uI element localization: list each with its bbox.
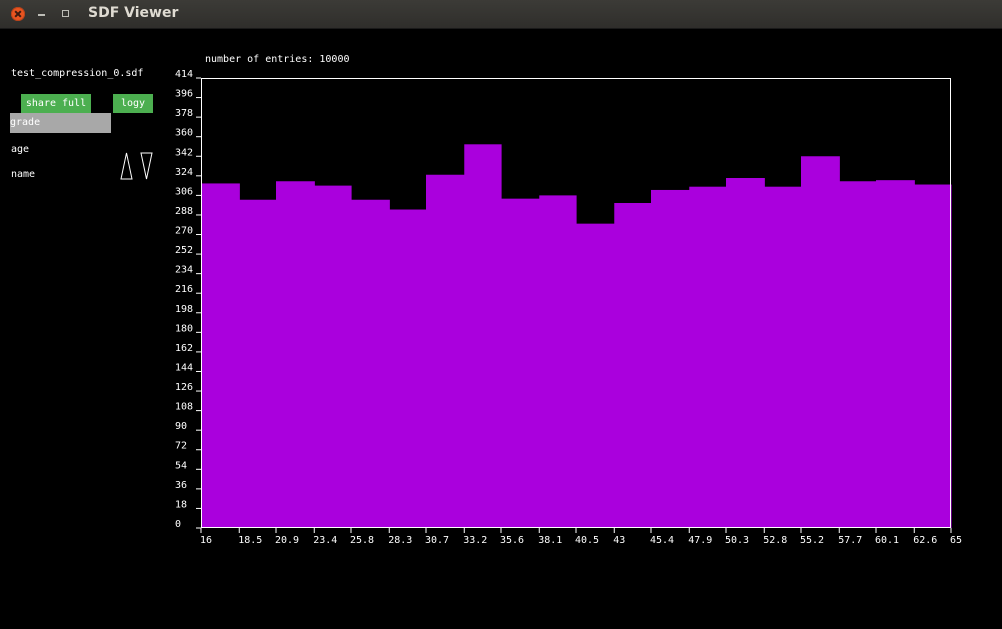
x-tick-label: 60.1 xyxy=(875,535,899,546)
y-tick-label: 360 xyxy=(175,128,193,139)
y-tick-label: 252 xyxy=(175,245,193,256)
x-tick-label: 57.7 xyxy=(838,535,862,546)
x-tick-label: 43 xyxy=(613,535,625,546)
logy-button[interactable]: logy xyxy=(113,94,153,113)
x-tick-label: 50.3 xyxy=(725,535,749,546)
y-tick-label: 0 xyxy=(175,519,181,530)
field-item-grade[interactable]: grade xyxy=(10,113,111,133)
y-tick-label: 72 xyxy=(175,441,187,452)
histogram-bar xyxy=(276,181,315,528)
x-tick-label: 33.2 xyxy=(463,535,487,546)
y-tick-label: 270 xyxy=(175,226,193,237)
close-icon[interactable] xyxy=(11,7,25,21)
y-tick-label: 378 xyxy=(175,108,193,119)
x-tick-label: 28.3 xyxy=(388,535,412,546)
field-label: grade xyxy=(10,117,41,128)
y-tick-label: 288 xyxy=(175,206,193,217)
histogram-bar xyxy=(389,209,427,529)
field-label: age xyxy=(11,144,30,155)
field-label: name xyxy=(11,169,36,180)
y-tick-label: 216 xyxy=(175,284,193,295)
histogram-bar xyxy=(614,203,652,528)
y-tick-label: 36 xyxy=(175,480,187,491)
maximize-icon[interactable] xyxy=(62,10,69,17)
y-tick-label: 162 xyxy=(175,343,193,354)
histogram-bar xyxy=(201,183,240,528)
histogram-bar xyxy=(839,181,877,528)
histogram-bar xyxy=(801,156,840,528)
window-title: SDF Viewer xyxy=(88,5,179,21)
histogram-bar xyxy=(914,184,952,529)
histogram-bar xyxy=(726,178,765,528)
histogram-bar xyxy=(764,186,802,528)
y-tick-label: 324 xyxy=(175,167,193,178)
y-tick-label: 18 xyxy=(175,499,187,510)
share-full-button[interactable]: share full xyxy=(21,94,91,113)
x-tick-label: 30.7 xyxy=(425,535,449,546)
field-item-age[interactable]: age xyxy=(11,144,29,155)
x-tick-label: 47.9 xyxy=(688,535,712,546)
histogram-bar xyxy=(501,198,540,529)
x-tick-label: 35.6 xyxy=(500,535,524,546)
chart-title: number of entries: 10000 xyxy=(205,54,350,65)
x-tick-label: 23.4 xyxy=(313,535,337,546)
x-tick-label: 40.5 xyxy=(575,535,599,546)
histogram-chart: number of entries: 10000 0 18 36 54 72 90 108 1… xyxy=(175,54,962,546)
histogram-bar xyxy=(426,174,465,528)
y-tick-label: 198 xyxy=(175,304,193,315)
y-tick-label: 54 xyxy=(175,460,187,471)
x-tick-label: 45.4 xyxy=(650,535,674,546)
y-tick-label: 414 xyxy=(175,69,193,80)
x-tick-label: 16 xyxy=(200,535,212,546)
y-tick-label: 108 xyxy=(175,402,193,413)
x-tick-label: 20.9 xyxy=(275,535,299,546)
y-tick-label: 396 xyxy=(175,89,193,100)
field-item-name[interactable]: name xyxy=(11,169,35,180)
x-tick-label: 38.1 xyxy=(538,535,562,546)
sort-ascending-icon[interactable] xyxy=(120,152,133,180)
y-tick-label: 126 xyxy=(175,382,193,393)
y-tick-label: 234 xyxy=(175,265,193,276)
histogram-bar xyxy=(876,180,915,528)
histogram-bar xyxy=(576,223,615,529)
histogram-bar xyxy=(689,186,727,528)
x-tick-label: 55.2 xyxy=(800,535,824,546)
sort-descending-icon[interactable] xyxy=(140,152,153,180)
x-tick-label: 62.6 xyxy=(913,535,937,546)
y-tick-label: 342 xyxy=(175,147,193,158)
x-tick-label: 18.5 xyxy=(238,535,262,546)
histogram-bar xyxy=(651,189,690,528)
y-tick-label: 90 xyxy=(175,421,187,432)
title-bar: SDF Viewer xyxy=(0,0,1002,29)
y-tick-label: 180 xyxy=(175,323,193,334)
x-tick-label: 25.8 xyxy=(350,535,374,546)
plot-frame xyxy=(201,78,951,528)
histogram-bar xyxy=(539,195,577,529)
y-tick-label: 144 xyxy=(175,362,193,373)
x-tick-label: 52.8 xyxy=(763,535,787,546)
histogram-bar xyxy=(314,185,352,528)
histogram-bar xyxy=(239,199,277,528)
histogram-bar xyxy=(464,144,502,528)
histogram-bar xyxy=(351,199,390,528)
x-tick-label: 65 xyxy=(950,535,962,546)
minimize-icon[interactable] xyxy=(38,14,45,16)
file-name: test_compression_0.sdf xyxy=(11,68,144,79)
y-tick-label: 306 xyxy=(175,186,193,197)
